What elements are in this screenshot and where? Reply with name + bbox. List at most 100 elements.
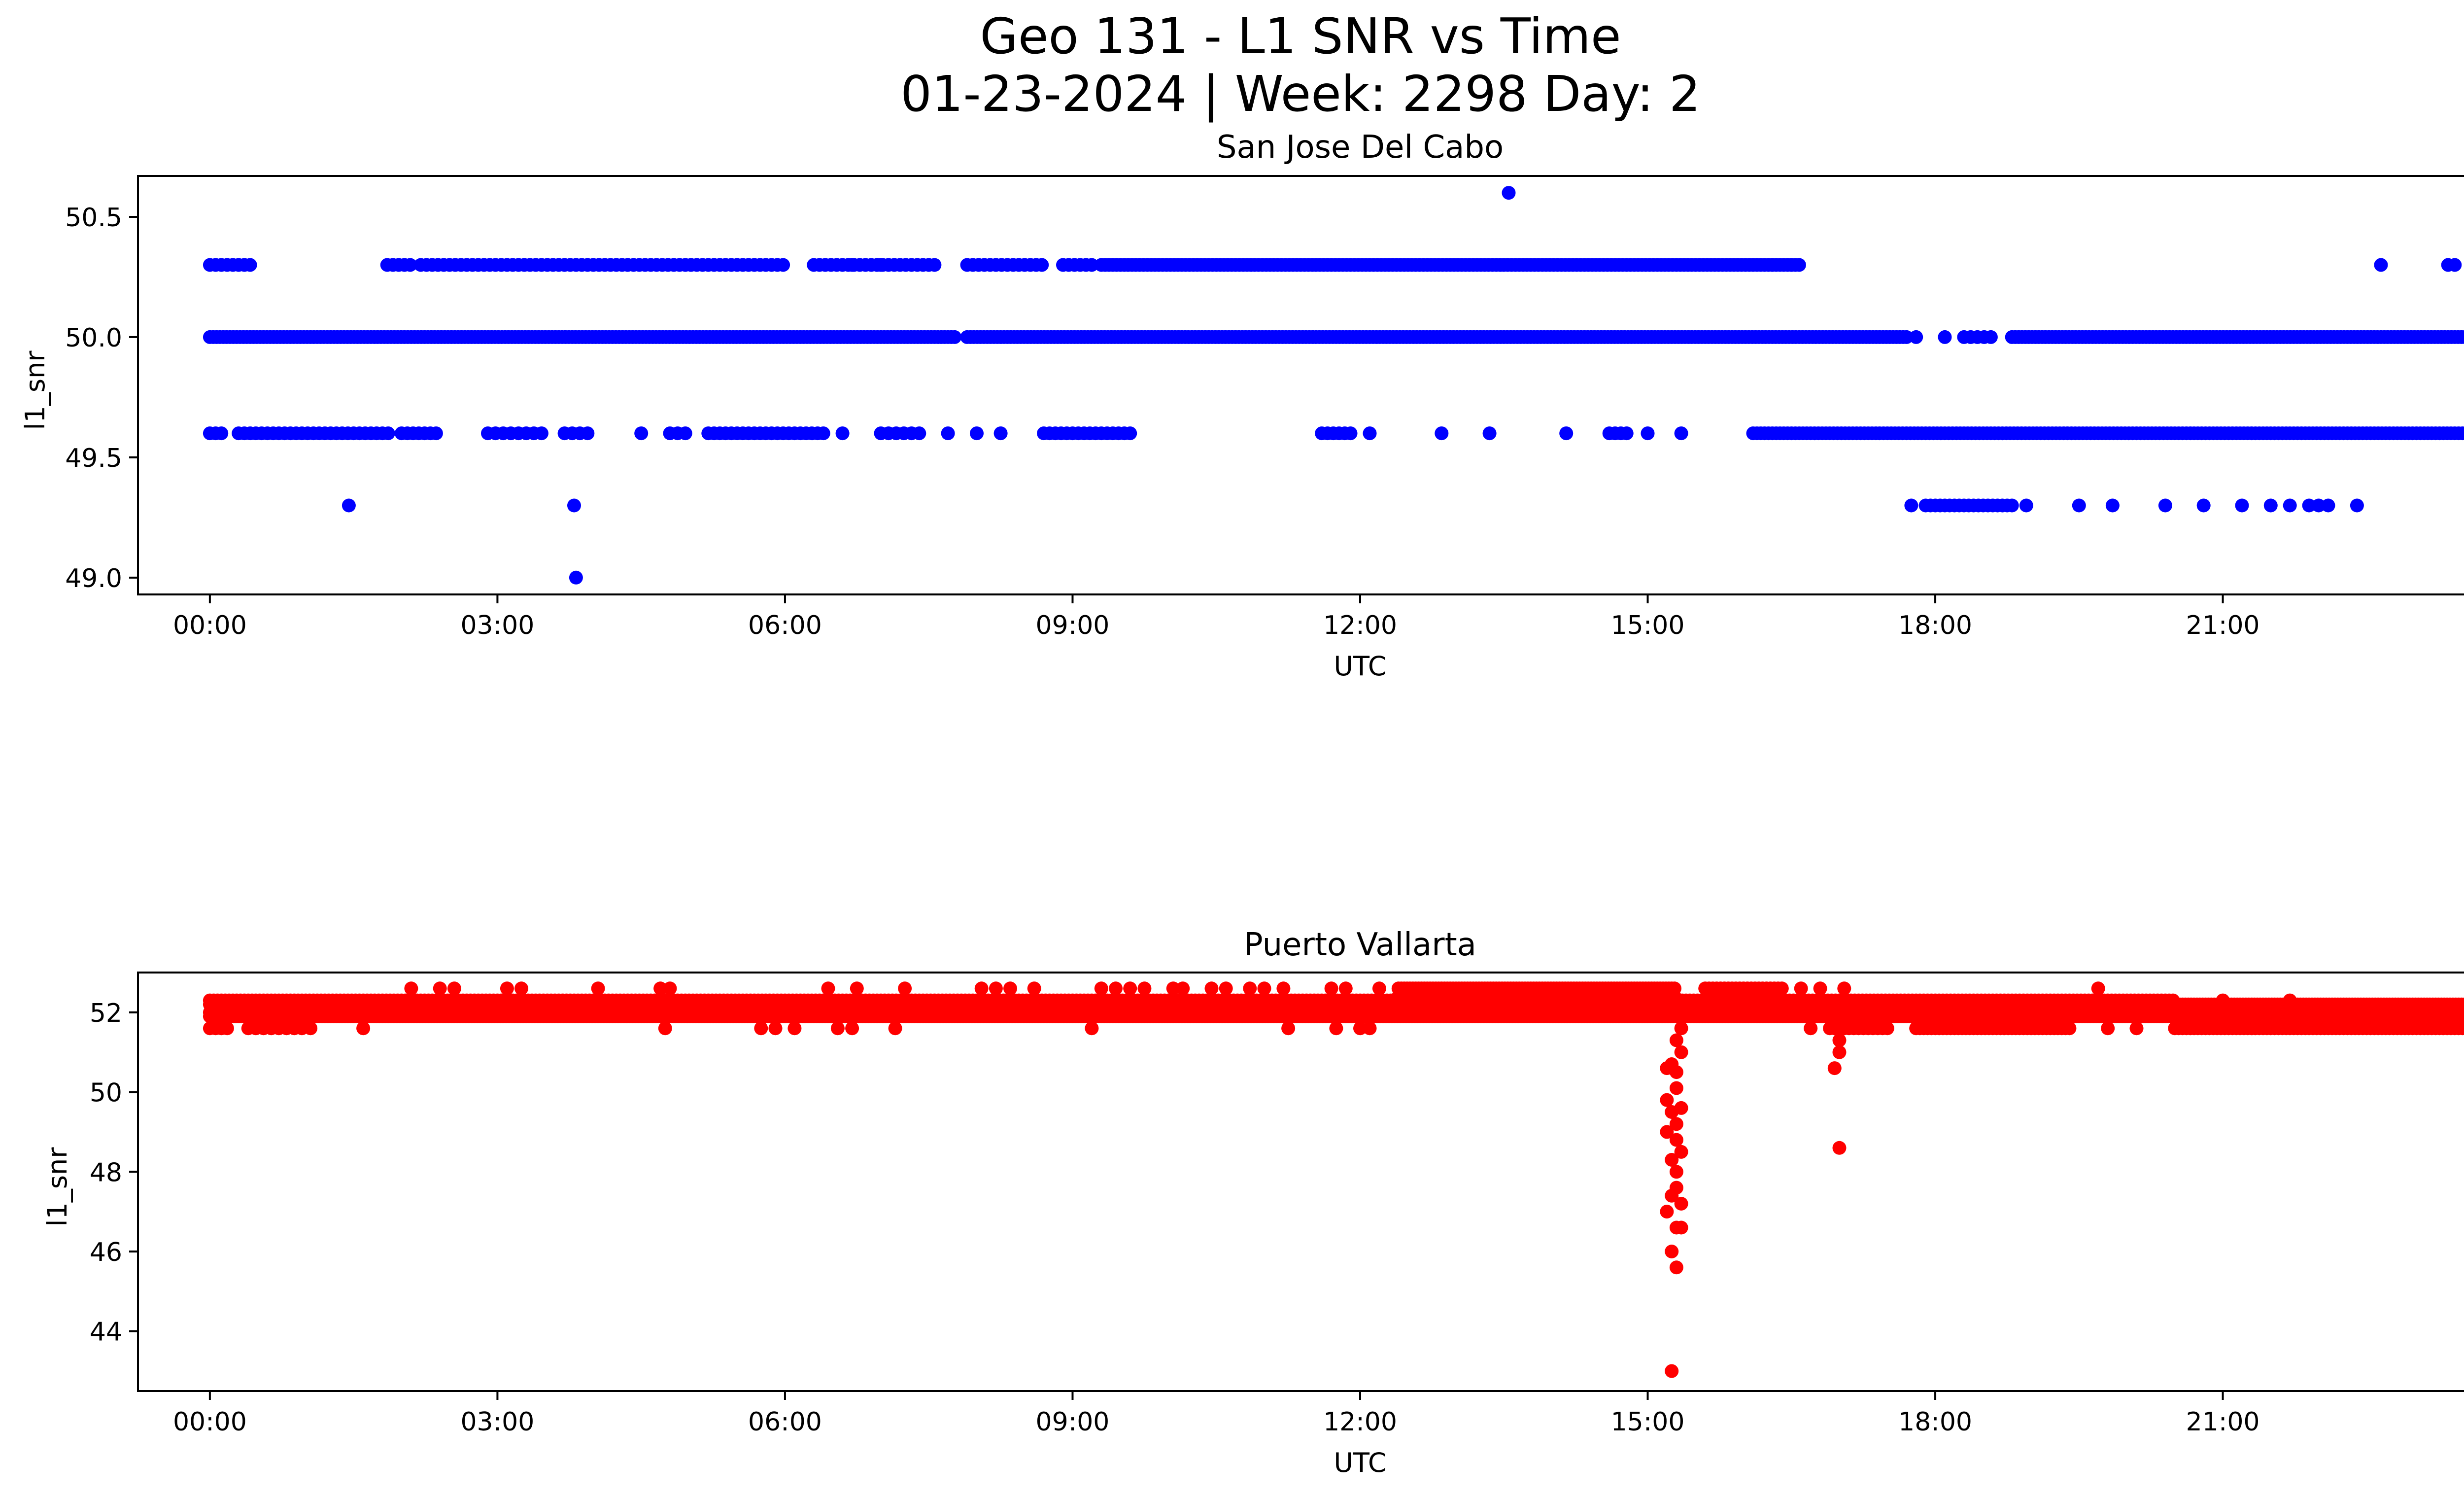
data-point	[433, 981, 447, 996]
data-point	[1123, 981, 1137, 996]
data-point	[1674, 426, 1688, 441]
data-point	[1784, 258, 1799, 272]
plot-area: 00:00 03:00 06:00 09:00 12:00 15:00 18:00 21:00…	[90, 972, 2464, 1437]
data-point	[2105, 498, 2120, 513]
data-point	[1775, 981, 1789, 996]
data-point	[1794, 981, 1808, 996]
data-point	[2460, 1006, 2464, 1019]
y-tick-label: 50.5	[65, 203, 122, 233]
data-point	[993, 426, 1008, 441]
data-point	[447, 981, 461, 996]
data-point	[1665, 1153, 1679, 1167]
data-point	[2166, 993, 2180, 1008]
data-point	[1669, 1133, 1683, 1147]
subplot-san-jose-del-cabo: San Jose Del Cabo UTC l1_snr 00:00 03:00 0…	[20, 129, 2464, 682]
data-point	[941, 426, 955, 441]
data-point	[2091, 981, 2105, 996]
data-point	[1813, 981, 1827, 996]
x-tick-label: 03:00	[460, 1407, 534, 1437]
x-tick-label: 03:00	[460, 611, 534, 640]
axes-frame	[137, 175, 2464, 595]
data-point	[1324, 981, 1338, 996]
data-point	[429, 426, 443, 441]
data-point	[1665, 1364, 1679, 1378]
data-point	[304, 1021, 318, 1036]
data-point	[1035, 258, 1049, 272]
data-point	[2129, 1021, 2144, 1036]
x-tick-label: 12:00	[1323, 611, 1397, 640]
data-point	[1899, 330, 1914, 344]
data-point	[500, 981, 514, 996]
data-point	[591, 981, 605, 996]
data-point	[2321, 498, 2335, 513]
data-point	[970, 426, 984, 441]
data-point	[776, 258, 790, 272]
data-point	[2019, 498, 2033, 513]
data-point	[1559, 426, 1574, 441]
data-point	[1435, 426, 1449, 441]
data-point	[2302, 498, 2316, 513]
data-point	[845, 258, 859, 272]
data-point	[567, 498, 581, 513]
x-tick-label: 21:00	[2186, 611, 2260, 640]
data-point	[1832, 1045, 1847, 1059]
data-point	[1665, 1245, 1679, 1258]
data-point	[1502, 186, 1516, 200]
x-tick-label: 00:00	[173, 1407, 247, 1437]
data-point	[1984, 330, 1998, 344]
data-point	[768, 1021, 783, 1036]
data-point	[1832, 1033, 1847, 1047]
x-tick-label: 18:00	[1898, 611, 1972, 640]
axes-frame	[137, 972, 2464, 1392]
data-point	[1166, 981, 1180, 996]
data-point	[658, 1021, 672, 1036]
data-point	[2448, 258, 2462, 272]
data-point	[912, 426, 926, 441]
figure-title-line2: 01-23-2024 | Week: 2298 Day: 2	[900, 65, 1700, 123]
data-point	[835, 426, 850, 441]
data-point	[927, 258, 942, 272]
data-point	[514, 981, 528, 996]
data-point	[845, 1021, 859, 1036]
x-tick-label: 09:00	[1036, 611, 1110, 640]
data-point	[1660, 1125, 1674, 1139]
data-point	[830, 1021, 845, 1036]
data-point	[1641, 426, 1655, 441]
x-tick-label: 21:00	[2186, 1407, 2260, 1437]
data-point	[1329, 1021, 1343, 1036]
data-point	[1669, 1165, 1683, 1179]
data-point	[2459, 1021, 2464, 1035]
x-tick-label: 15:00	[1611, 611, 1685, 640]
data-point	[653, 981, 668, 996]
data-point	[1281, 1021, 1296, 1036]
data-point	[1674, 1145, 1688, 1159]
data-point	[1027, 981, 1041, 996]
data-point	[1363, 1021, 1377, 1036]
subplot-puerto-vallarta: Puerto Vallarta UTC l1_snr 00:00 03:00 06:…	[42, 927, 2464, 1478]
data-point	[1669, 1065, 1683, 1079]
data-point	[404, 981, 418, 996]
data-point	[2374, 258, 2388, 272]
data-point	[989, 981, 1003, 996]
data-point	[1665, 1105, 1679, 1119]
data-point	[663, 981, 677, 996]
x-tick-label: 06:00	[748, 611, 822, 640]
data-point	[1804, 1021, 1818, 1036]
data-point	[1674, 1220, 1688, 1235]
data-point	[754, 1021, 768, 1036]
data-point	[2283, 498, 2297, 513]
data-point	[1176, 981, 1190, 996]
data-point	[974, 981, 989, 996]
data-point	[243, 258, 257, 272]
data-point	[1482, 426, 1497, 441]
x-tick-label: 15:00	[1611, 1407, 1685, 1437]
data-point	[1338, 981, 1353, 996]
data-point	[1257, 981, 1271, 996]
data-point	[581, 426, 595, 441]
x-axis-label: UTC	[1334, 651, 1386, 682]
data-point	[1109, 981, 1123, 996]
data-point	[850, 981, 864, 996]
data-point	[1669, 1033, 1683, 1047]
data-point	[1674, 1197, 1688, 1211]
